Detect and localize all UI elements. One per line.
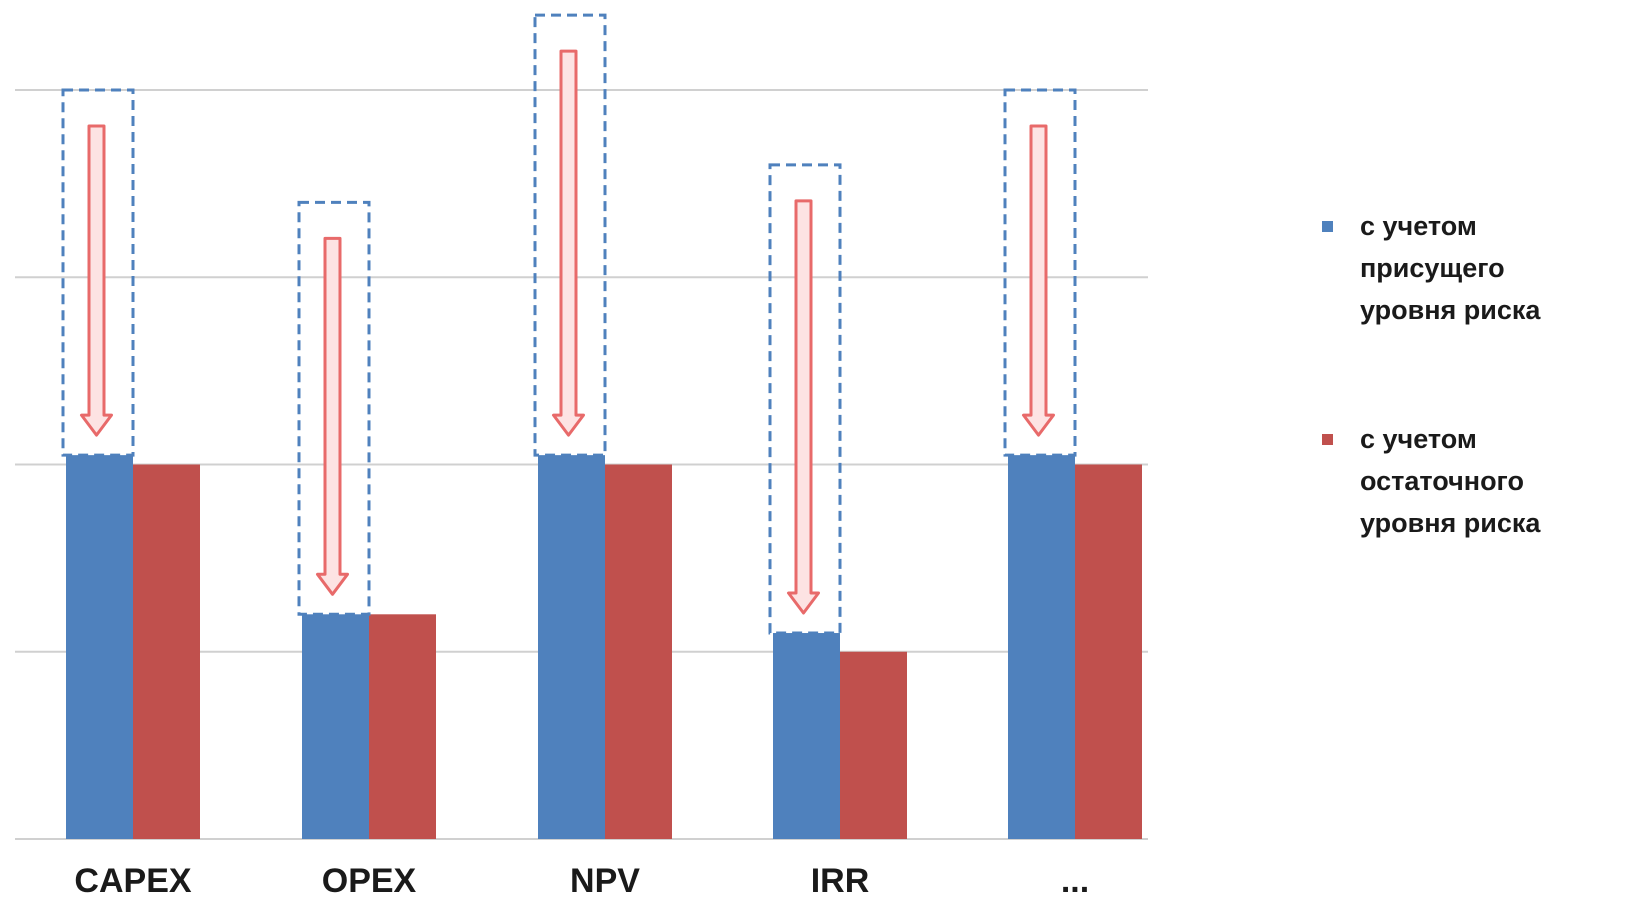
dashed-box-2: [297, 200, 371, 616]
dashed-box-5: [1003, 88, 1077, 457]
x-tick-label: OPEX: [322, 862, 417, 899]
bar-inherent-1: [66, 455, 133, 839]
bar-inherent-5: [1008, 455, 1075, 839]
reduction-arrow-icon: [80, 124, 113, 437]
x-axis: CAPEX OPEX NPV IRR...: [74, 862, 1089, 899]
bar-inherent-3: [538, 455, 605, 839]
dashed-box-4: [768, 163, 842, 635]
bar-residual-4: [840, 651, 907, 839]
bar-residual-5: [1075, 464, 1142, 839]
legend-label: с учетом: [1360, 424, 1477, 454]
legend-label: с учетом: [1360, 211, 1477, 241]
legend-label: остаточного: [1360, 466, 1524, 496]
dashed-box-1: [61, 88, 135, 457]
reduction-arrow-icon: [552, 49, 585, 437]
legend-label: уровня риска: [1360, 295, 1541, 325]
x-tick-label: NPV: [570, 862, 640, 899]
legend-swatch-inherent: [1322, 221, 1333, 232]
x-tick-label: ...: [1061, 862, 1089, 899]
reduction-arrow-icon: [316, 236, 349, 596]
bars: [66, 455, 1142, 839]
legend-label: присущего: [1360, 253, 1505, 283]
reduction-arrow-icon: [1022, 124, 1055, 437]
bar-residual-3: [605, 464, 672, 839]
bar-residual-2: [369, 614, 436, 839]
bar-inherent-4: [773, 633, 840, 839]
legend: с учетом присущего уровня риска с учетом ост…: [1322, 211, 1541, 538]
legend-swatch-residual: [1322, 434, 1333, 445]
reduction-annotations: [61, 13, 1077, 635]
dashed-box-3: [533, 13, 607, 457]
bar-inherent-2: [302, 614, 369, 839]
x-tick-label: CAPEX: [74, 862, 191, 899]
legend-label: уровня риска: [1360, 508, 1541, 538]
reduction-arrow-icon: [787, 199, 820, 615]
bar-residual-1: [133, 464, 200, 839]
x-tick-label: IRR: [811, 862, 870, 899]
